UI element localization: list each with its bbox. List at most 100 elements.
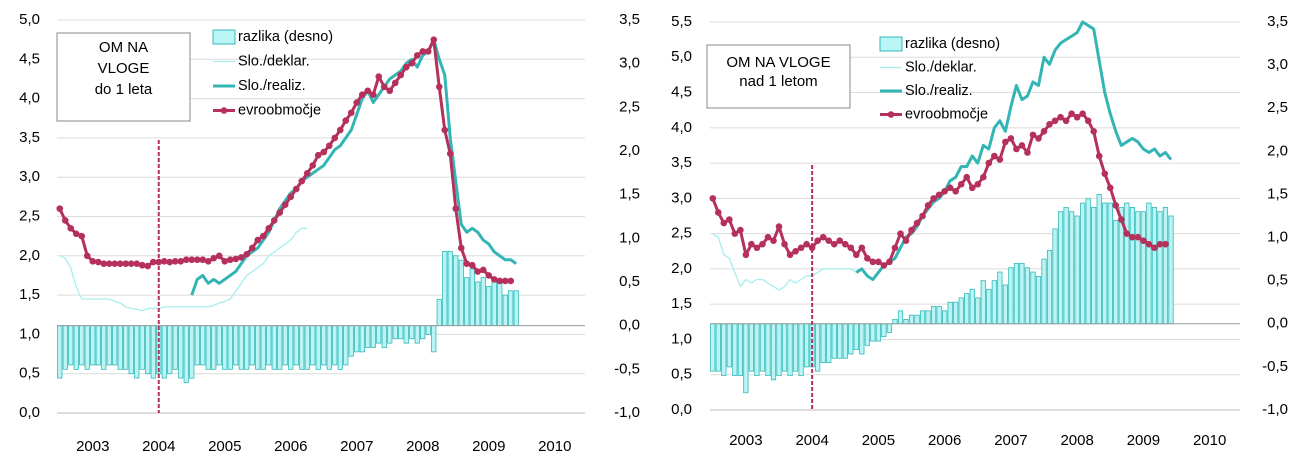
line-marker xyxy=(72,230,80,238)
bar xyxy=(425,325,431,335)
bar xyxy=(875,323,881,342)
line-marker xyxy=(160,258,168,265)
bar xyxy=(486,285,492,327)
bar xyxy=(765,323,771,376)
line-marker xyxy=(808,244,816,252)
y-tick-label: 1,5 xyxy=(19,286,40,303)
line-marker xyxy=(709,195,717,202)
bar xyxy=(892,319,898,325)
y-tick-label: 5,0 xyxy=(19,11,40,28)
line-marker xyxy=(897,230,904,237)
line-marker xyxy=(869,258,877,266)
bar xyxy=(194,325,200,366)
y-tick-label: 1,0 xyxy=(19,325,40,342)
line-marker xyxy=(1035,135,1042,142)
bar xyxy=(288,325,294,370)
line-marker xyxy=(199,256,207,264)
line-marker xyxy=(210,254,218,262)
bar xyxy=(1074,215,1080,325)
bar xyxy=(337,325,343,370)
line-marker xyxy=(957,180,965,188)
line-marker xyxy=(133,260,141,267)
bar xyxy=(442,251,448,327)
line-marker xyxy=(276,209,284,216)
line-marker xyxy=(1024,149,1031,156)
bar xyxy=(942,310,948,325)
bar xyxy=(1162,206,1169,325)
line-marker xyxy=(424,48,432,55)
line-marker xyxy=(100,260,108,267)
line-marker xyxy=(902,237,910,244)
line-marker xyxy=(1106,184,1114,192)
y-tick-label: 1,5 xyxy=(671,295,692,312)
y2-tick-label: 0,0 xyxy=(619,317,640,334)
bar xyxy=(161,325,167,379)
bar xyxy=(1124,202,1130,325)
legend-marker xyxy=(887,111,895,118)
bar xyxy=(211,325,217,370)
bar xyxy=(183,325,189,383)
x-tick-label: 2006 xyxy=(274,438,307,455)
legend-marker xyxy=(220,107,228,114)
bar xyxy=(743,323,749,394)
bar xyxy=(282,325,288,366)
y-tick-label: 3,5 xyxy=(671,154,692,171)
bar xyxy=(831,323,837,359)
line-marker xyxy=(468,261,476,269)
bar xyxy=(414,325,420,344)
line-marker xyxy=(479,266,487,274)
line-marker xyxy=(819,233,827,241)
line-marker xyxy=(1162,240,1169,248)
line-marker xyxy=(292,185,300,193)
bar xyxy=(354,325,360,353)
bar xyxy=(815,323,821,372)
bar xyxy=(431,325,437,353)
line-marker xyxy=(979,173,987,181)
bar xyxy=(754,323,760,376)
bar xyxy=(409,325,415,340)
bar xyxy=(1013,263,1020,325)
bar xyxy=(1030,271,1036,325)
y2-tick-label: 0,0 xyxy=(1267,315,1288,332)
bar xyxy=(172,325,178,370)
bar xyxy=(178,325,184,379)
bar xyxy=(68,325,74,366)
x-tick-label: 2007 xyxy=(340,438,373,455)
x-tick-label: 2010 xyxy=(538,438,571,455)
title-box xyxy=(56,32,191,122)
bar xyxy=(1102,202,1108,325)
bar xyxy=(1151,206,1158,325)
bar xyxy=(1107,202,1113,325)
y-tick-label: 0,0 xyxy=(671,401,692,418)
bar xyxy=(271,325,277,370)
line-marker xyxy=(78,232,86,240)
bar xyxy=(930,306,937,325)
line-marker xyxy=(1057,113,1064,121)
bar xyxy=(365,325,371,348)
bar xyxy=(958,297,964,325)
legend-swatch xyxy=(212,29,236,45)
line-marker xyxy=(270,217,278,224)
legend-label: Slo./realiz. xyxy=(238,78,306,94)
bar xyxy=(881,323,887,338)
bar xyxy=(469,268,475,327)
legend-label: Slo./deklar. xyxy=(238,53,310,69)
bar xyxy=(964,293,970,325)
y2-tick-label: 1,5 xyxy=(619,186,640,203)
bar xyxy=(359,325,365,353)
line-marker xyxy=(474,268,482,275)
line-marker xyxy=(759,240,766,248)
bar xyxy=(820,323,826,363)
bar xyxy=(332,325,338,366)
bar xyxy=(732,323,738,376)
y2-tick-label: -1,0 xyxy=(614,404,640,421)
line-marker xyxy=(1101,170,1109,177)
line-marker xyxy=(419,48,427,55)
line-marker xyxy=(166,258,174,266)
line-marker xyxy=(325,142,333,150)
line-marker xyxy=(127,260,135,267)
line-marker xyxy=(56,205,64,212)
bar xyxy=(853,323,859,351)
line-marker xyxy=(853,251,860,259)
bar xyxy=(1146,202,1152,325)
